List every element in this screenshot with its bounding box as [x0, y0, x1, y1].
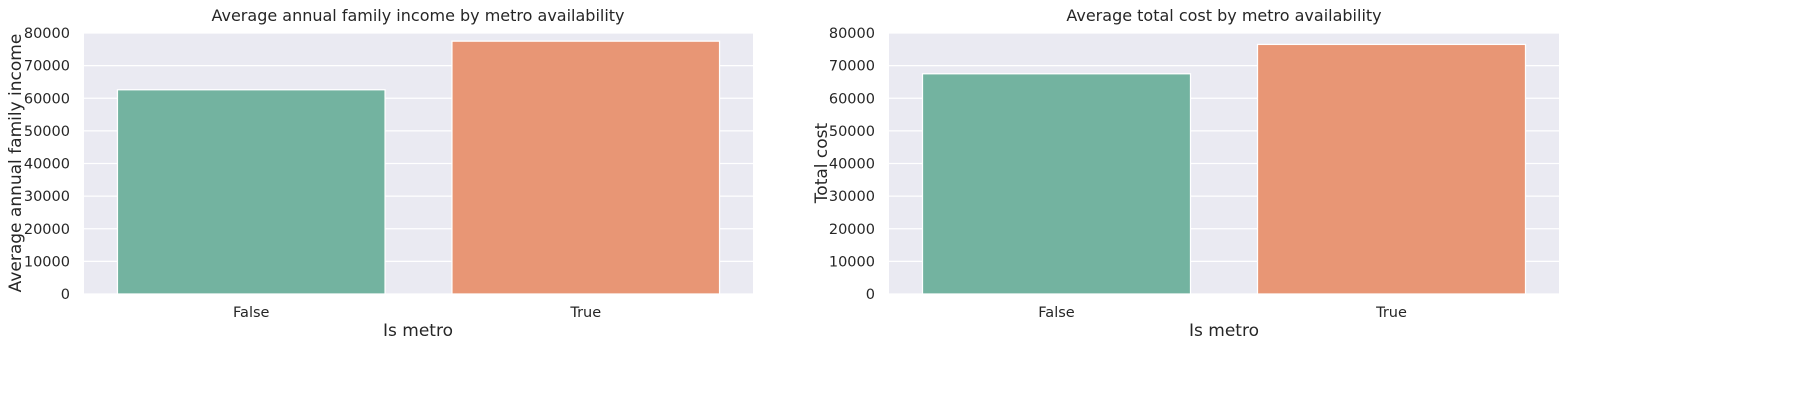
- y-tick-label: 30000: [24, 189, 70, 205]
- bar-false: [116, 89, 386, 295]
- x-tick-labels: False True: [233, 305, 601, 321]
- x-axis-label: Is metro: [383, 321, 453, 341]
- x-tick-labels: False True: [1038, 305, 1407, 321]
- x-tick-label: True: [569, 305, 601, 321]
- y-tick-label: 80000: [24, 26, 70, 42]
- y-tick-label: 50000: [829, 124, 875, 140]
- y-tick-label: 0: [61, 287, 70, 303]
- y-tick-label: 80000: [829, 26, 875, 42]
- y-tick-label: 20000: [829, 222, 875, 238]
- x-axis-label: Is metro: [1189, 321, 1259, 341]
- chart-income: 0 10000 20000 30000 40000 50000 60000 70000 8000…: [6, 6, 753, 341]
- bar-true: [451, 40, 721, 295]
- y-tick-label: 60000: [829, 91, 875, 107]
- y-tick-label: 0: [866, 287, 875, 303]
- bar-true: [1256, 43, 1527, 295]
- y-tick-label: 60000: [24, 91, 70, 107]
- bar-false: [921, 73, 1192, 295]
- y-tick-label: 40000: [829, 157, 875, 173]
- x-tick-label: False: [1038, 305, 1074, 321]
- y-tick-label: 10000: [24, 254, 70, 270]
- chart-total-cost: 0 10000 20000 30000 40000 50000 60000 70000 8000…: [812, 6, 1559, 341]
- x-tick-label: False: [233, 305, 269, 321]
- y-tick-label: 10000: [829, 254, 875, 270]
- x-tick-label: True: [1375, 305, 1407, 321]
- bars: [116, 40, 721, 295]
- y-tick-labels: 0 10000 20000 30000 40000 50000 60000 70000 8000…: [24, 26, 70, 303]
- y-tick-label: 70000: [829, 59, 875, 75]
- y-tick-label: 20000: [24, 222, 70, 238]
- y-tick-label: 50000: [24, 124, 70, 140]
- y-axis-label: Total cost: [812, 122, 832, 204]
- bars: [921, 43, 1527, 295]
- y-tick-label: 40000: [24, 157, 70, 173]
- y-tick-label: 30000: [829, 189, 875, 205]
- y-tick-label: 70000: [24, 59, 70, 75]
- y-tick-labels: 0 10000 20000 30000 40000 50000 60000 70000 8000…: [829, 26, 875, 303]
- chart-title: Average total cost by metro availability: [1066, 6, 1381, 25]
- chart-title: Average annual family income by metro av…: [211, 6, 624, 25]
- y-axis-label: Average annual family income: [6, 34, 26, 293]
